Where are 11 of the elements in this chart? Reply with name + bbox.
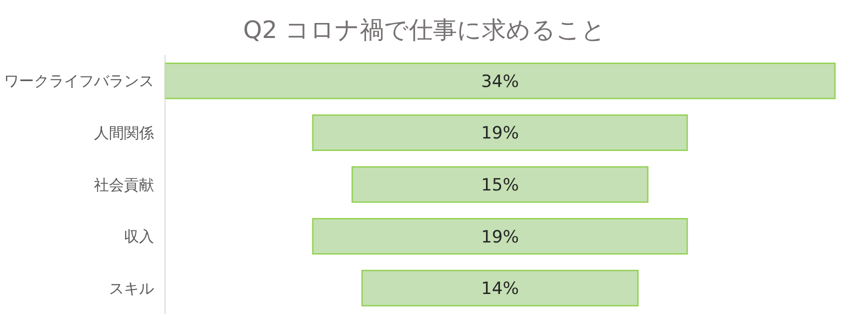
data-label: 19% [481, 124, 519, 144]
text: Q2 コロナ禍で仕事に求めること [243, 16, 606, 44]
data-label: 19% [481, 227, 519, 248]
data-label: 15% [481, 175, 519, 196]
category-label: 社会貢献 [94, 176, 154, 194]
category-label: 人間関係 [94, 124, 154, 142]
category-label: スキル [109, 279, 154, 298]
data-label: 34% [481, 72, 519, 92]
category-label: 収入 [124, 228, 154, 246]
category-label: ワークライフバランス [4, 72, 154, 90]
data-label: 14% [481, 279, 519, 300]
